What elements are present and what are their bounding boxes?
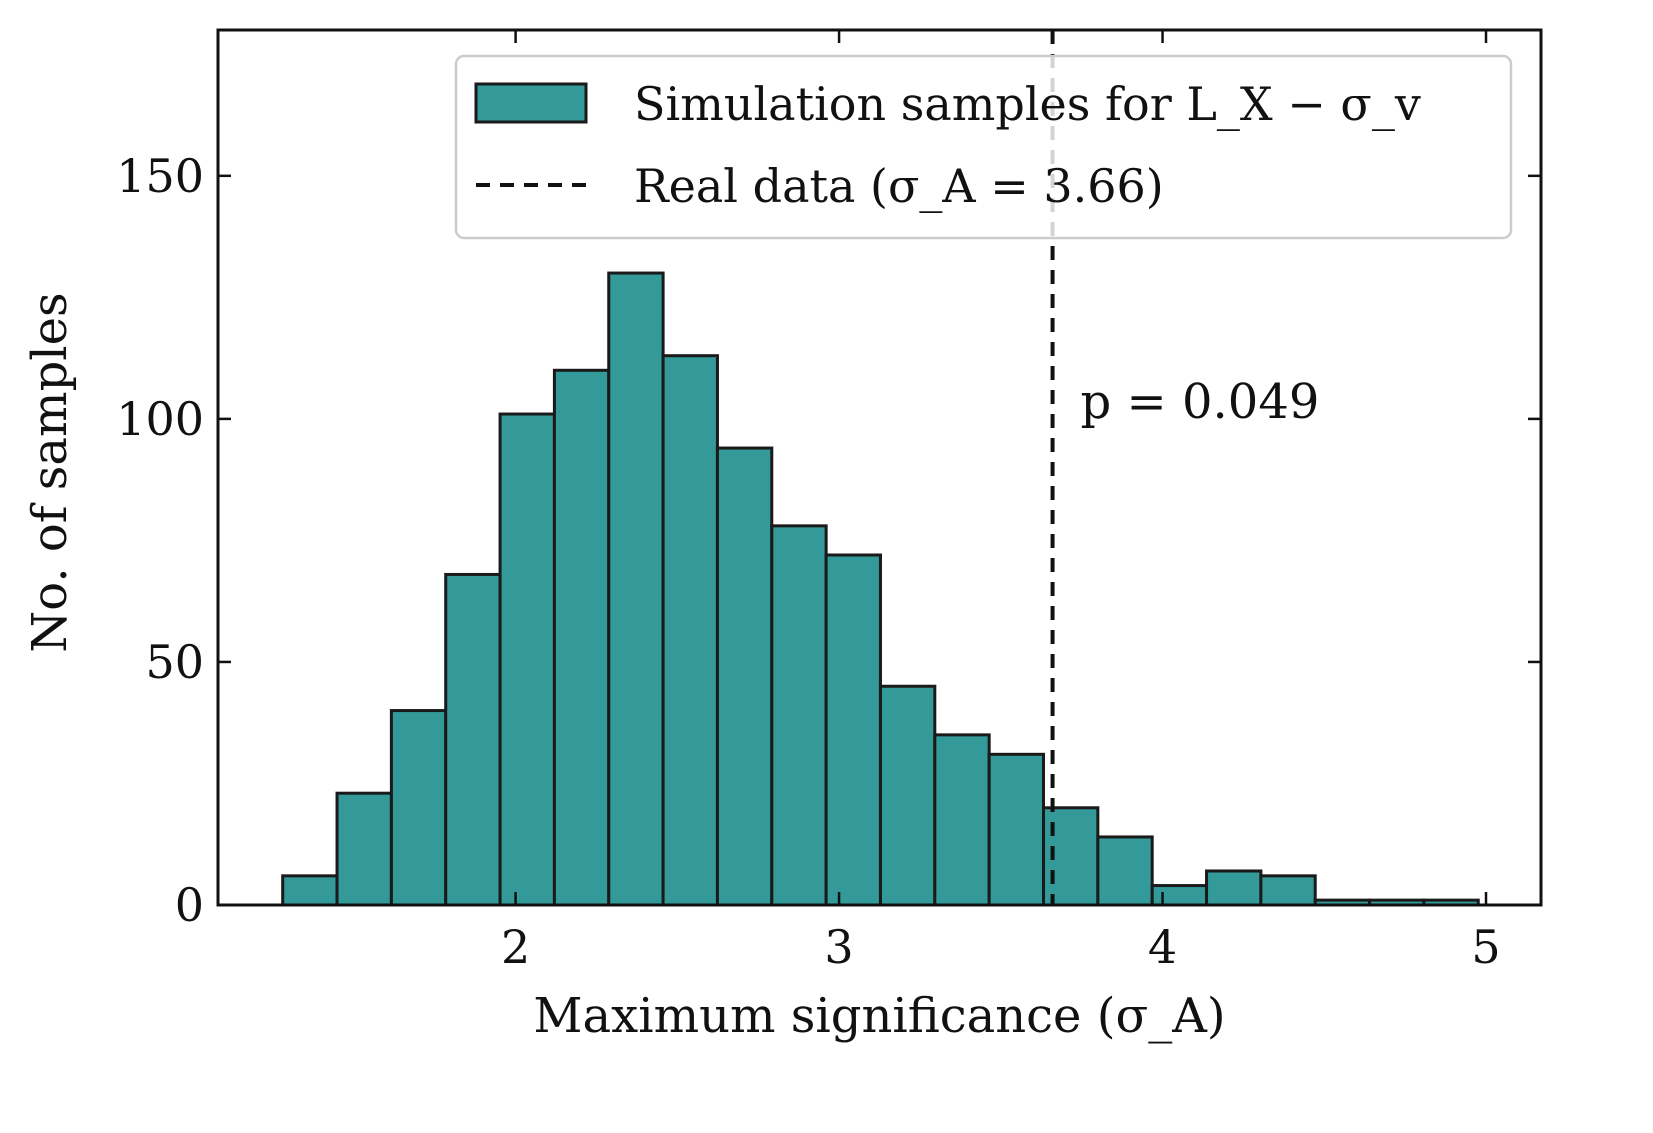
histogram-bar: [607, 271, 665, 907]
legend-label-simulation: Simulation samples for L_X − σ_v: [634, 77, 1421, 131]
histogram-bar: [1150, 884, 1209, 907]
x-axis-label: Maximum significance (σ_A): [533, 988, 1225, 1044]
histogram-bar: [281, 874, 339, 907]
y-axis: 0 50 100 150: [116, 149, 1541, 932]
y-tick-label: 150: [116, 149, 204, 203]
histogram-bar: [1259, 874, 1317, 907]
histogram-bar: [933, 733, 991, 907]
histogram-bar: [770, 524, 828, 907]
legend-box: [454, 54, 1513, 240]
y-tick-label: 100: [116, 392, 204, 446]
histogram-bar: [389, 709, 448, 907]
histogram-bar: [498, 412, 556, 907]
plot-frame: [216, 28, 1543, 907]
histogram-bar: [878, 684, 937, 907]
histogram-bar: [1096, 835, 1154, 907]
x-tick-label: 2: [501, 920, 530, 974]
histogram-bar: [661, 354, 719, 907]
legend: Simulation samples for L_X − σ_v Real da…: [454, 54, 1513, 240]
histogram-bars: [281, 271, 1480, 907]
x-tick-label: 5: [1471, 920, 1500, 974]
histogram-bar: [987, 752, 1046, 907]
x-tick-label: 4: [1148, 920, 1177, 974]
histogram-bar: [715, 446, 774, 907]
legend-label-real-data: Real data (σ_A = 3.66): [634, 159, 1164, 213]
histogram-bar: [335, 791, 393, 907]
histogram-bar: [1205, 869, 1263, 907]
y-tick-label: 0: [175, 878, 204, 932]
histogram-bar: [444, 572, 502, 907]
y-tick-label: 50: [145, 635, 204, 689]
histogram-bar: [824, 553, 882, 907]
x-tick-label: 3: [824, 920, 853, 974]
x-axis: 2 3 4 5: [501, 30, 1501, 974]
y-axis-label: No. of samples: [22, 292, 78, 652]
legend-swatch-simulation: [474, 82, 588, 124]
histogram-bar: [552, 368, 611, 907]
p-value-annotation: p = 0.049: [1081, 374, 1320, 430]
